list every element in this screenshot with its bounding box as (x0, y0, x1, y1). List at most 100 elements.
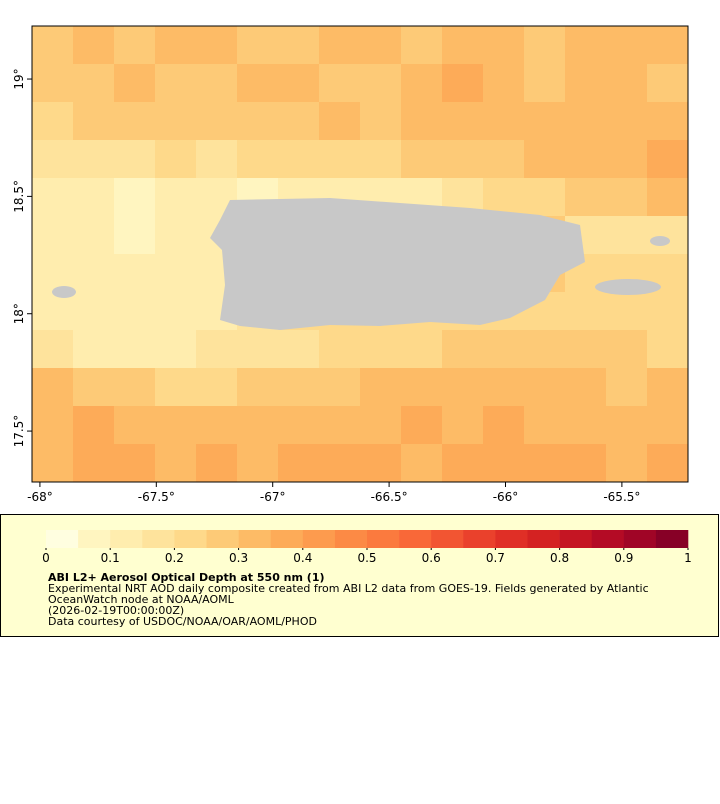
aod-cell (155, 368, 197, 407)
aod-cell (278, 444, 320, 483)
aod-cell (237, 368, 279, 407)
aod-cell (606, 102, 648, 141)
aod-cell (647, 178, 689, 217)
colorbar-swatch (367, 530, 400, 548)
aod-cell (32, 216, 74, 255)
aod-cell (606, 26, 648, 65)
aod-cell (442, 140, 484, 179)
aod-cell (155, 64, 197, 103)
aod-cell (565, 406, 607, 445)
caption-line: OceanWatch node at NOAA/AOML (48, 593, 235, 606)
aod-cell (319, 330, 361, 369)
aod-cell (278, 330, 320, 369)
aod-cell (114, 368, 156, 407)
aod-cell (565, 330, 607, 369)
aod-cell (155, 254, 197, 293)
y-tick-label: 18.5° (12, 180, 26, 213)
aod-cell (606, 140, 648, 179)
aod-cell (278, 64, 320, 103)
aod-cell (32, 102, 74, 141)
aod-cell (73, 178, 115, 217)
colorbar-swatch (78, 530, 111, 548)
aod-cell (647, 64, 689, 103)
aod-cell (237, 26, 279, 65)
caption-line: Experimental NRT AOD daily composite cre… (48, 582, 649, 595)
aod-cell (319, 140, 361, 179)
aod-cell (442, 330, 484, 369)
aod-cell (114, 140, 156, 179)
colorbar-swatch (142, 530, 175, 548)
aod-cell (32, 64, 74, 103)
aod-cell (401, 444, 443, 483)
aod-cell (524, 140, 566, 179)
aod-cell (606, 330, 648, 369)
aod-cell (114, 178, 156, 217)
colorbar-tick-label: 0.8 (550, 551, 569, 565)
colorbar-swatch (527, 530, 560, 548)
aod-cell (606, 292, 648, 331)
colorbar-swatch (302, 530, 336, 548)
mona-island (52, 286, 76, 298)
aod-cell (73, 64, 115, 103)
aod-cell (278, 26, 320, 65)
aod-cell (155, 26, 197, 65)
aod-cell (237, 406, 279, 445)
aod-cell (237, 444, 279, 483)
colorbar-tick-label: 0.2 (165, 551, 184, 565)
aod-cell (483, 102, 525, 141)
land (52, 198, 670, 330)
aod-cell (401, 406, 443, 445)
aod-cell (647, 444, 689, 483)
aod-cell (155, 406, 197, 445)
colorbar-swatch (174, 530, 207, 548)
aod-cell (73, 406, 115, 445)
caption-line: Data courtesy of USDOC/NOAA/OAR/AOML/PHO… (48, 615, 317, 628)
colorbar-swatch (238, 530, 271, 548)
x-tick-label: -66° (493, 490, 519, 504)
aod-cell (360, 330, 402, 369)
aod-cell (114, 102, 156, 141)
aod-cell (483, 406, 525, 445)
aod-cell (155, 330, 197, 369)
aod-cell (565, 292, 607, 331)
colorbar-swatch (431, 530, 464, 548)
x-tick-label: -68° (27, 490, 53, 504)
aod-cell (73, 444, 115, 483)
puerto-rico (210, 198, 585, 330)
aod-cell (647, 102, 689, 141)
aod-cell (565, 26, 607, 65)
aod-cell (647, 140, 689, 179)
aod-cell (524, 178, 566, 217)
aod-cell (606, 444, 648, 483)
map-frame (31, 25, 689, 483)
aod-cell (73, 140, 115, 179)
aod-cell (319, 444, 361, 483)
aod-cell (73, 26, 115, 65)
colorbar-swatch (463, 530, 496, 548)
aod-cell (196, 330, 238, 369)
aod-cell (319, 26, 361, 65)
aod-cell (442, 406, 484, 445)
aod-cell (237, 140, 279, 179)
aod-cell (196, 102, 238, 141)
colorbar-tick-label: 0.4 (293, 551, 312, 565)
aod-cell (401, 330, 443, 369)
aod-cell (647, 216, 689, 255)
aod-cell (565, 444, 607, 483)
aod-cell (32, 292, 74, 331)
axes: -68° -67.5° -67° -66.5° -66° -65.5° 17.5° 18° 18… (12, 68, 640, 504)
aod-cell (114, 26, 156, 65)
aod-cell (524, 102, 566, 141)
aod-cell (401, 102, 443, 141)
aod-cell (483, 26, 525, 65)
aod-cell (32, 140, 74, 179)
aod-cell (442, 64, 484, 103)
aod-cell (647, 406, 689, 445)
colorbar-tick-label: 0.1 (101, 551, 120, 565)
colorbar-swatch (399, 530, 432, 548)
colorbar-tick-label: 0.5 (357, 551, 376, 565)
aod-cell (319, 102, 361, 141)
colorbar-swatch (623, 530, 657, 548)
colorbar-tick-label: 0.9 (614, 551, 633, 565)
